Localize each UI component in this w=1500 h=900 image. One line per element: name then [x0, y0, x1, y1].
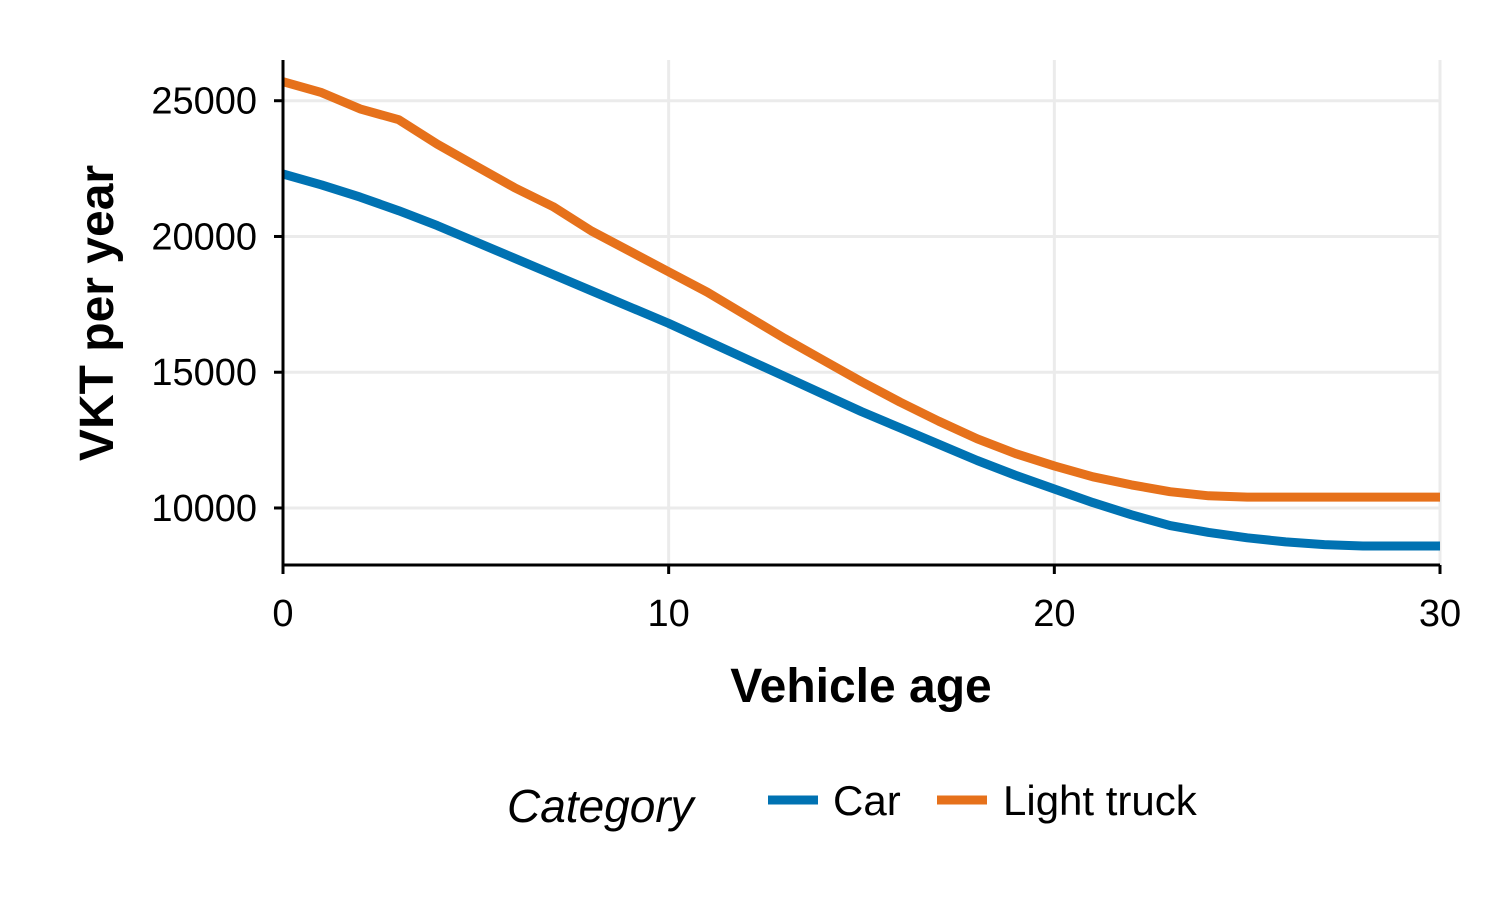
y-axis-title: VKT per year [71, 165, 124, 461]
y-tick-label: 15000 [151, 352, 257, 394]
legend-title: Category [507, 780, 697, 832]
y-tick-label: 20000 [151, 216, 257, 258]
y-tick-label: 25000 [151, 81, 257, 123]
x-tick-label: 10 [648, 593, 690, 635]
legend-items: Car Light truck [768, 777, 1198, 824]
x-tick-label: 30 [1419, 593, 1461, 635]
legend-label-car: Car [833, 777, 901, 824]
x-axis-title: Vehicle age [730, 660, 992, 713]
x-tick-label: 20 [1033, 593, 1075, 635]
ticks: 0 10 20 30 10000 15000 20000 25000 [151, 81, 1461, 635]
y-tick-label: 10000 [151, 488, 257, 530]
grid [281, 60, 1442, 565]
series-lines [281, 77, 1440, 551]
legend: Category Car Light truck [507, 777, 1198, 832]
series-line-light-truck [281, 77, 1440, 502]
series-line-car [281, 169, 1440, 551]
axes [281, 60, 1440, 567]
x-tick-label: 0 [272, 593, 293, 635]
legend-label-light-truck: Light truck [1003, 777, 1198, 824]
